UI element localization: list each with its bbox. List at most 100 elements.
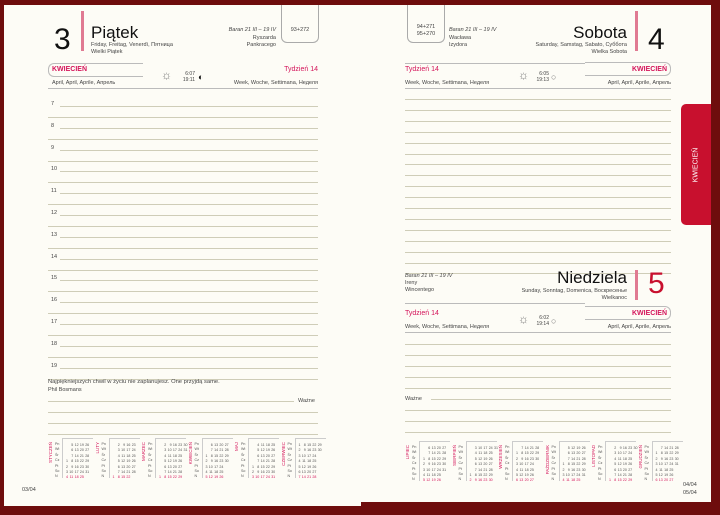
mini-calendar-day: 8 xyxy=(164,475,167,480)
mini-calendar-day: 14 xyxy=(524,446,529,450)
mini-calendar-day: 17 xyxy=(260,475,265,480)
day-of-year: 93+272 xyxy=(290,27,310,33)
mini-calendar-day: 23 xyxy=(131,443,136,447)
mini-calendar-day: 2 xyxy=(562,467,565,472)
mini-calendar-month: PAŹDZIERNIK xyxy=(544,445,550,475)
weekday-abbr: Cz xyxy=(287,458,292,463)
writing-line xyxy=(405,109,671,111)
day-divider xyxy=(81,11,84,51)
writing-line xyxy=(405,240,671,242)
mini-calendar-day: 29 xyxy=(674,451,679,456)
mini-calendar-day: 17 xyxy=(126,448,131,453)
mini-calendar-month: WRZESIEŃ xyxy=(498,445,503,469)
mini-calendar-day: 4 xyxy=(205,470,208,474)
mini-calendar-day: 11 xyxy=(519,467,524,472)
mini-calendar-day: 6 xyxy=(516,478,518,483)
mini-calendar-day: 7 xyxy=(210,448,213,453)
writing-line xyxy=(60,127,318,129)
weekday-abbr: Śr xyxy=(148,452,152,457)
mini-calendar-day: 3 xyxy=(474,446,477,450)
mini-calendar-day: 1 xyxy=(298,443,301,447)
mini-calendar-day: 14 xyxy=(260,459,265,464)
weekday-abbr: N xyxy=(644,477,648,482)
mini-calendar-day: 13 xyxy=(571,451,576,456)
mini-calendar-day: 19 xyxy=(172,459,177,464)
important-label: Ważne xyxy=(298,398,315,404)
mini-calendar-day: 5 xyxy=(205,475,208,480)
mini-calendar-day: 13 xyxy=(74,448,79,453)
mini-calendar-day: 3 xyxy=(614,451,617,456)
mini-calendar-day: 1 xyxy=(609,478,611,483)
mini-calendar-day: 7 xyxy=(614,473,617,477)
mini-calendar-day: 22 xyxy=(126,475,131,480)
weekday-abbr: Cz xyxy=(551,461,556,466)
mini-calendar-day: 25 xyxy=(271,443,276,447)
writing-line xyxy=(60,280,318,282)
mini-calendar-day: 28 xyxy=(178,470,183,474)
writing-line xyxy=(60,345,318,347)
mini-calendar-day: 29 xyxy=(271,464,276,469)
week-label: Tydzień 14 xyxy=(284,66,318,73)
mini-calendar: PAŹDZIERNIK Pn Wt Śr Cz Pt So N 1 2 3 4 5 6 7 8 9 10 11 12 1… xyxy=(545,441,590,485)
weekday-abbr: Wt xyxy=(644,450,649,455)
weekday-abbr: Pn xyxy=(241,442,246,446)
sunrise: 6:05 xyxy=(539,71,549,77)
weekday-abbr: N xyxy=(148,474,151,479)
mini-calendar-day: 12 xyxy=(478,456,483,461)
writing-line xyxy=(60,258,318,260)
important-label: Ważne xyxy=(405,396,422,402)
mini-calendar-day: 4 xyxy=(516,467,518,472)
mini-calendar-day: 25 xyxy=(178,453,183,458)
mini-calendar-day: 24 xyxy=(79,470,84,474)
mini-calendar-day: 14 xyxy=(167,470,172,474)
weekday-abbr: So xyxy=(148,468,153,473)
mini-calendar-day: 2 xyxy=(252,470,254,474)
writing-line xyxy=(405,175,671,177)
mini-calendar-day: 10 xyxy=(255,475,260,480)
mini-calendar-day: 13 xyxy=(617,467,622,472)
weekday-abbr: So xyxy=(458,471,463,476)
mini-calendar-day: 11 xyxy=(302,459,306,464)
weekday-abbr: Wt xyxy=(287,447,292,452)
hour-label: 7 xyxy=(51,101,55,107)
mini-calendar-day: 10 xyxy=(301,453,306,458)
mini-calendar-day: 5 xyxy=(257,448,260,453)
writing-line xyxy=(405,142,671,144)
mini-calendar: LIPIEC Pn Wt Śr Cz Pt So N 1 2 3 4 5 6 7 8 9 10 11 12 13 14 15… xyxy=(405,441,450,485)
weekday-abbr: Cz xyxy=(101,458,106,463)
weekday-abbr: Cz xyxy=(194,458,199,463)
writing-line xyxy=(48,117,318,118)
writing-line xyxy=(48,204,318,206)
mini-calendar-day: 22 xyxy=(669,451,674,456)
mini-calendar-day: 25 xyxy=(312,459,317,464)
writing-line xyxy=(405,251,671,253)
mini-calendar-day: 2 xyxy=(516,456,518,461)
mini-calendar-day: 9 xyxy=(303,448,306,453)
mini-calendar-day: 22 xyxy=(436,456,441,461)
mini-calendar-day: 21 xyxy=(219,448,224,453)
mini-calendar-day: 11 xyxy=(121,453,126,458)
mini-calendar-day: 26 xyxy=(85,443,90,447)
mini-calendar-day: 9 xyxy=(428,462,431,467)
mini-calendar-day: 14 xyxy=(214,448,219,453)
mini-calendar-day: 11 xyxy=(617,456,622,461)
writing-line xyxy=(48,291,318,293)
mini-calendar-day: 26 xyxy=(669,473,674,477)
mini-calendar-day: 9 xyxy=(71,464,74,469)
mini-calendar-day: 28 xyxy=(628,473,633,477)
mini-calendar-day: 9 xyxy=(474,478,477,483)
mini-calendar-day: 3 xyxy=(66,470,68,474)
mini-calendar-day: 10 xyxy=(478,446,483,450)
mini-calendar-day: 22 xyxy=(483,473,488,477)
mini-calendar-day: 26 xyxy=(312,464,317,469)
mini-calendar-day: 19 xyxy=(126,459,131,464)
mini-calendar-day: 6 xyxy=(257,453,260,458)
month-tab[interactable]: KWIECIEŃ xyxy=(681,104,711,225)
day-of-year-box: 94+271 95+270 xyxy=(407,5,445,43)
mini-calendar-day: 30 xyxy=(488,478,493,483)
weekday-abbr: Pn xyxy=(101,442,106,446)
mini-calendar-day: 4 xyxy=(423,473,425,477)
mini-calendar-day: 27 xyxy=(131,464,136,469)
mini-calendar-day: 9 xyxy=(660,456,663,461)
writing-line xyxy=(405,376,671,378)
